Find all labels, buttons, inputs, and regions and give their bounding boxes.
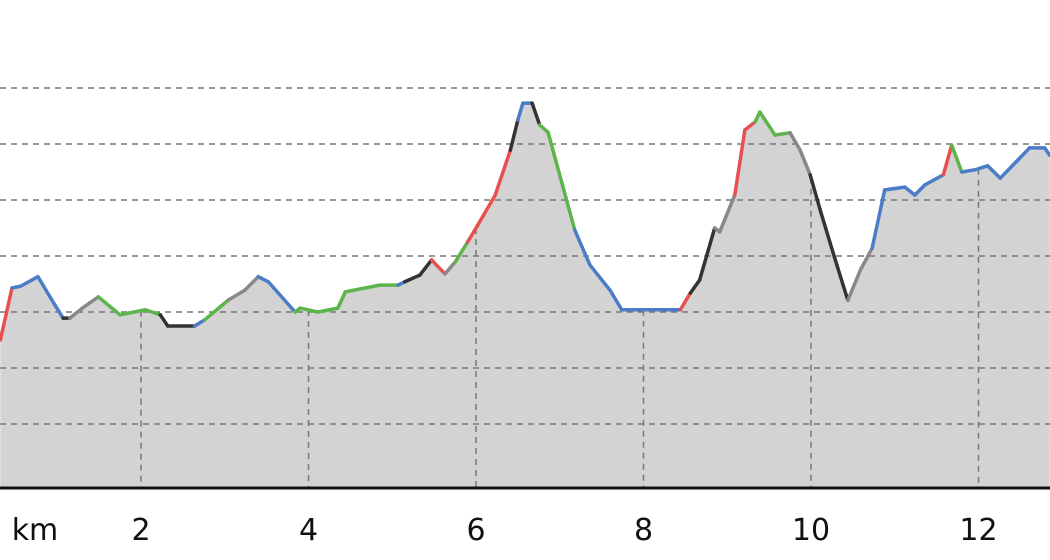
profile-segment — [537, 123, 550, 134]
profile-segment — [858, 246, 874, 272]
x-tick-label: 2 — [131, 513, 150, 548]
profile-segment — [882, 185, 907, 192]
profile-segment — [343, 283, 382, 294]
profile-segment — [443, 260, 457, 276]
profile-segment — [508, 118, 520, 152]
profile-segment — [493, 148, 513, 197]
profile-segment — [818, 208, 838, 262]
profile-segment — [870, 188, 887, 250]
profile-segment — [798, 148, 812, 177]
profile-segment — [80, 295, 101, 310]
profile-segment — [256, 274, 271, 284]
profile-segment — [998, 146, 1032, 180]
profile-segment — [788, 131, 802, 152]
profile-segment — [688, 278, 702, 295]
x-tick-label: 8 — [634, 513, 653, 548]
profile-segment — [516, 101, 525, 122]
profile-segment — [52, 302, 65, 320]
profile-segment — [18, 274, 40, 288]
profile-segment — [588, 263, 612, 292]
profile-segment — [68, 306, 85, 320]
x-tick-label: 12 — [959, 513, 997, 548]
profile-segment — [202, 298, 230, 322]
profile-segment — [573, 228, 592, 267]
x-tick-label: 4 — [299, 513, 318, 548]
profile-segment — [298, 306, 320, 314]
profile-segment — [453, 240, 470, 264]
profile-segment — [530, 101, 542, 127]
profile-segment — [546, 130, 577, 232]
profile-segment — [913, 183, 927, 197]
profile-segment — [941, 143, 954, 177]
profile-segment — [226, 288, 247, 302]
profile-segment — [143, 308, 163, 317]
profile-segment — [758, 110, 777, 137]
profile-segment — [608, 288, 624, 312]
profile-segment — [465, 223, 480, 244]
x-axis-label: km — [12, 513, 59, 548]
x-tick-label: 6 — [466, 513, 485, 548]
profile-segment — [923, 173, 946, 187]
profile-segment — [36, 274, 57, 307]
profile-segment — [418, 258, 434, 277]
profile-segment — [743, 120, 757, 132]
profile-segment — [733, 128, 747, 197]
profile-segment — [697, 226, 717, 282]
x-tick-label: 10 — [792, 513, 830, 548]
profile-segment — [833, 258, 850, 302]
elevation-area — [0, 103, 1050, 488]
profile-segment — [96, 295, 122, 317]
profile-segment — [243, 274, 260, 292]
profile-segment — [336, 290, 348, 310]
profile-segment — [266, 280, 297, 314]
profile-segment — [846, 268, 863, 302]
profile-segment — [960, 168, 977, 174]
profile-segment — [475, 193, 498, 227]
profile-segment — [118, 308, 147, 317]
profile-segment — [0, 286, 14, 342]
profile-segment — [985, 164, 1003, 180]
profile-segment — [678, 291, 693, 312]
profile-segment — [1042, 146, 1050, 157]
profile-segment — [949, 143, 964, 174]
profile-segment — [429, 258, 447, 276]
profile-segment — [192, 318, 207, 328]
profile-segment — [903, 185, 917, 197]
profile-segment — [315, 306, 340, 314]
profile-segment — [717, 193, 737, 234]
profile-segment — [403, 273, 422, 284]
profile-segment — [808, 173, 822, 212]
profile-segment — [973, 164, 990, 172]
profile-segment — [773, 131, 792, 137]
profile-segment — [158, 313, 170, 328]
